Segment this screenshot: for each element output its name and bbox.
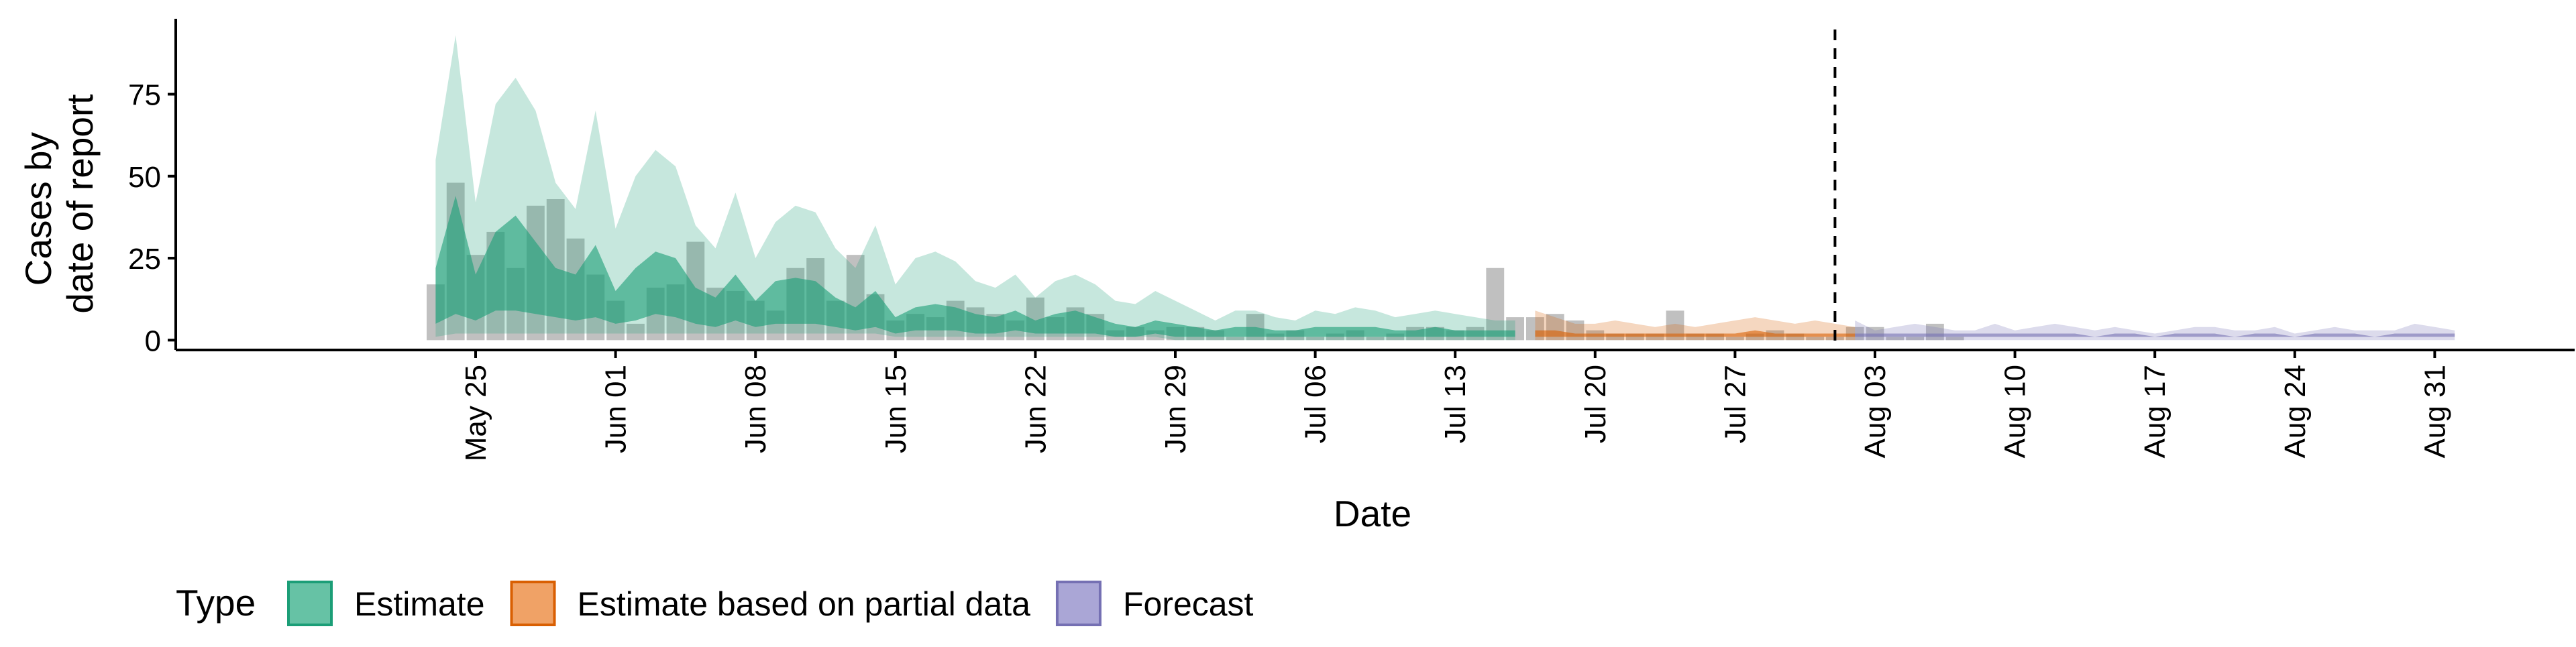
legend-title: Type (176, 582, 256, 624)
reported-cases-bar (1486, 268, 1505, 341)
reported-cases-bar (1306, 337, 1325, 341)
y-axis-title-line-1: Cases by (17, 132, 59, 286)
y-axis-ticks: 0 25 50 75 (128, 78, 176, 357)
y-tick-label: 25 (128, 243, 161, 276)
reported-cases-bar (1386, 333, 1405, 341)
x-tick-label: Aug 24 (2279, 365, 2312, 458)
y-axis-title: Cases by date of report (17, 94, 101, 313)
reported-cases-bar (626, 323, 645, 341)
legend-label-forecast: Forecast (1123, 585, 1254, 623)
reported-cases-bar (1906, 337, 1925, 341)
x-tick-label: Jul 20 (1579, 365, 1612, 443)
y-axis-title-line-2: date of report (59, 94, 101, 313)
reported-cases-bar (1646, 333, 1664, 341)
reported-cases-bar (1266, 333, 1285, 341)
reported-cases-bar (1786, 333, 1805, 341)
forecast-outer-interval (1855, 320, 2455, 341)
reported-cases-bar (1806, 337, 1825, 341)
reported-cases-bar (1886, 337, 1904, 341)
x-tick-label: Jun 01 (600, 365, 633, 453)
reported-cases-bar (1746, 333, 1764, 341)
x-axis-ticks: May 25 Jun 01 Jun 08 Jun 15 Jun 22 Jun 29 Jul … (460, 350, 2451, 461)
x-tick-label: Jun 08 (739, 365, 772, 453)
estimate-inner-interval (435, 196, 1515, 337)
reported-cases-bar (1366, 337, 1385, 341)
legend-swatch-estimate-based-on-partial-data (510, 581, 556, 626)
x-tick-label: Jul 06 (1299, 365, 1332, 443)
legend-label-estimate: Estimate (354, 585, 485, 623)
y-tick-label: 0 (145, 325, 161, 357)
reported-cases-bar (1625, 333, 1644, 341)
axes (174, 19, 2575, 351)
reported-cases-bar (1326, 333, 1344, 341)
estimate-based-on-partial-data-inner-interval (1535, 330, 1856, 337)
y-tick-label: 75 (128, 78, 161, 111)
x-tick-label: Jul 13 (1439, 365, 1472, 443)
reported-cases-bar (1686, 333, 1705, 341)
reported-cases-bar (1925, 323, 1944, 341)
estimate-outer-interval (435, 35, 1515, 341)
x-tick-label: Aug 17 (2139, 365, 2171, 458)
forecast-inner-interval (1855, 333, 2455, 337)
x-tick-label: Jul 27 (1719, 365, 1752, 443)
reported-cases-bar (1226, 337, 1244, 341)
estimate-ribbons (435, 35, 2455, 341)
legend: Type Estimate Estimate based on partial d… (176, 581, 1254, 626)
reported-cases-bar (1706, 333, 1725, 341)
x-tick-label: Aug 03 (1859, 365, 1892, 458)
reported-cases-bar (1606, 333, 1625, 341)
legend-label-estimate-based-on-partial-data: Estimate based on partial data (578, 585, 1031, 623)
x-tick-label: Jun 22 (1019, 365, 1052, 453)
reported-cases-bar (1566, 320, 1585, 341)
estimate-based-on-partial-data-outer-interval (1535, 310, 1856, 341)
reported-cases-bar (1945, 337, 1964, 341)
y-tick-label: 50 (128, 161, 161, 194)
x-tick-label: Jun 29 (1159, 365, 1192, 453)
reported-cases-bar (1725, 337, 1744, 341)
x-tick-label: Jun 15 (879, 365, 912, 453)
legend-swatch-forecast (1055, 581, 1102, 626)
legend-swatch-estimate (287, 581, 333, 626)
x-tick-label: Aug 10 (1999, 365, 2032, 458)
x-axis-title: Date (1334, 493, 1411, 534)
x-tick-label: Aug 31 (2418, 365, 2451, 458)
x-tick-label: May 25 (460, 365, 492, 461)
